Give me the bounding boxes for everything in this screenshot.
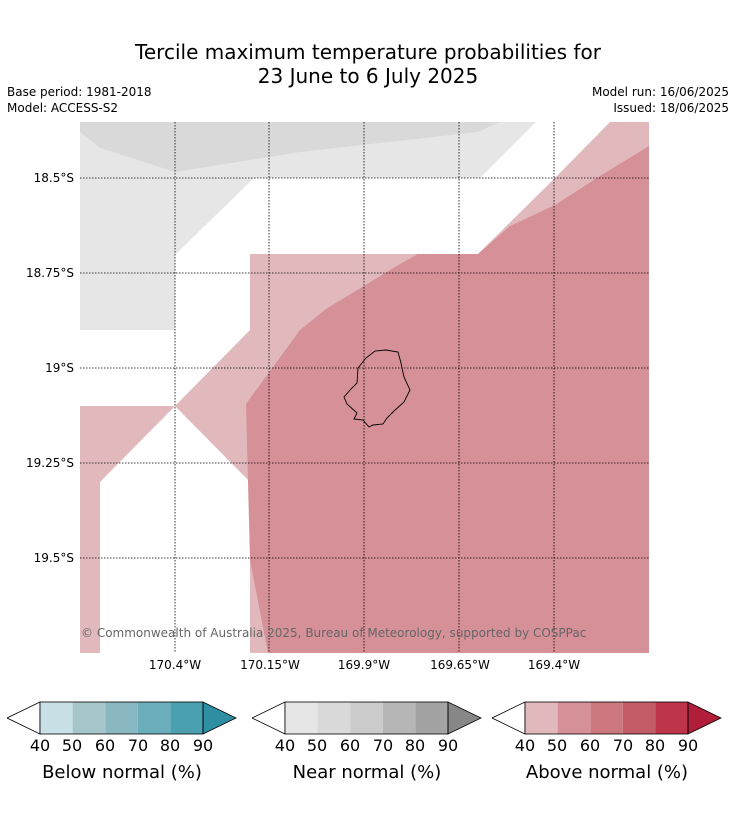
island-coastline bbox=[343, 349, 411, 428]
colorbar-segment bbox=[557, 702, 591, 734]
base-period: Base period: 1981-2018 bbox=[7, 85, 152, 99]
colorbar-frame bbox=[284, 701, 449, 735]
colorbar-near-normal bbox=[252, 701, 482, 735]
colorbar-extend-low bbox=[7, 701, 41, 735]
lon-label-1: 170.4°W bbox=[148, 658, 202, 672]
lat-label-2: 18.75°S bbox=[26, 266, 74, 280]
colorbar-extend-high bbox=[202, 701, 237, 735]
colorbar-segment bbox=[170, 702, 203, 734]
colorbar-segment bbox=[590, 702, 623, 734]
colorbar-frame bbox=[39, 701, 204, 735]
colorbar-segment bbox=[415, 702, 448, 734]
cbar0-tick-60: 60 bbox=[94, 736, 116, 755]
colorbar-frame bbox=[524, 701, 689, 735]
cbar1-tick-70: 70 bbox=[372, 736, 394, 755]
map-title-line2: 23 June to 6 July 2025 bbox=[257, 64, 479, 88]
colorbar-segment bbox=[105, 702, 138, 734]
colorbar-segment bbox=[655, 702, 688, 734]
map-title-line1: Tercile maximum temperature probabilitie… bbox=[135, 40, 601, 64]
model-name: Model: ACCESS-S2 bbox=[7, 101, 119, 115]
cbar0-tick-70: 70 bbox=[127, 736, 149, 755]
colorbar-above-normal bbox=[492, 701, 722, 735]
cbar1-tick-90: 90 bbox=[437, 736, 459, 755]
near-normal-60-region bbox=[80, 122, 500, 172]
cbar2-tick-40: 40 bbox=[514, 736, 536, 755]
colorbar-label-below-normal: Below normal (%) bbox=[42, 762, 202, 783]
lon-label-3: 169.9°W bbox=[337, 658, 391, 672]
colorbar-segment bbox=[40, 702, 73, 734]
cbar2-tick-70: 70 bbox=[612, 736, 634, 755]
colorbar-label-above-normal: Above normal (%) bbox=[525, 762, 689, 783]
cbar0-tick-50: 50 bbox=[61, 736, 83, 755]
cbar0-tick-90: 90 bbox=[192, 736, 214, 755]
colorbar-segment bbox=[622, 702, 656, 734]
cbar2-tick-90: 90 bbox=[677, 736, 699, 755]
cbar1-tick-80: 80 bbox=[404, 736, 426, 755]
near-normal-50-region bbox=[80, 122, 536, 330]
cbar0-tick-40: 40 bbox=[29, 736, 51, 755]
lon-label-4: 169.65°W bbox=[430, 658, 490, 672]
colorbar-extend-high bbox=[687, 701, 722, 735]
copyright-notice: © Commonwealth of Australia 2025, Bureau… bbox=[81, 626, 587, 640]
colorbar-segment bbox=[382, 702, 416, 734]
colorbar-segment bbox=[525, 702, 558, 734]
colorbar-label-near-normal: Near normal (%) bbox=[292, 762, 442, 783]
issued-date: Issued: 18/06/2025 bbox=[613, 101, 729, 115]
cbar0-tick-80: 80 bbox=[159, 736, 181, 755]
colorbar-segment bbox=[317, 702, 351, 734]
lat-label-3: 19°S bbox=[45, 361, 74, 375]
colorbar-segment bbox=[137, 702, 171, 734]
cbar2-tick-80: 80 bbox=[644, 736, 666, 755]
colorbar-segment bbox=[350, 702, 383, 734]
lat-label-1: 18.5°S bbox=[33, 171, 74, 185]
colorbar-segment bbox=[285, 702, 318, 734]
lat-label-5: 19.5°S bbox=[33, 551, 74, 565]
lon-label-5: 169.4°W bbox=[527, 658, 581, 672]
cbar1-tick-40: 40 bbox=[274, 736, 296, 755]
cbar1-tick-50: 50 bbox=[306, 736, 328, 755]
colorbar-below-normal bbox=[7, 701, 237, 735]
lat-label-4: 19.25°S bbox=[26, 456, 74, 470]
gridlines bbox=[80, 122, 649, 653]
colorbar-extend-low bbox=[252, 701, 286, 735]
lon-label-2: 170.15°W bbox=[240, 658, 300, 672]
cbar2-tick-50: 50 bbox=[546, 736, 568, 755]
cbar1-tick-60: 60 bbox=[339, 736, 361, 755]
model-run: Model run: 16/06/2025 bbox=[591, 85, 729, 99]
colorbar-segment bbox=[72, 702, 106, 734]
colorbar-extend-high bbox=[447, 701, 482, 735]
colorbar-extend-low bbox=[492, 701, 526, 735]
cbar2-tick-60: 60 bbox=[579, 736, 601, 755]
